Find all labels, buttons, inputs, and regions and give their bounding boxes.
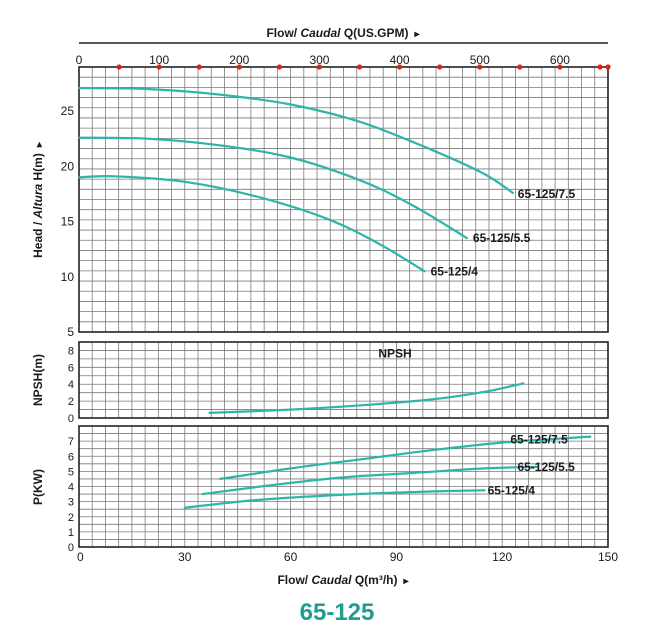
- head-series-line-0: [77, 86, 514, 194]
- top-axis-marker: [477, 64, 483, 70]
- bottom-xtick-label: 60: [284, 550, 298, 564]
- power-ytick-label: 2: [68, 512, 74, 524]
- power-ytick-label: 0: [68, 542, 74, 554]
- text-layer: 65-125/7.5 65-125/5.5 65-125/4 NPSH 65-125/7…: [31, 26, 618, 626]
- top-axis-marker: [316, 64, 323, 70]
- power-series-label-1: 65-125/5.5: [517, 460, 575, 474]
- npsh-series-line-0: [208, 382, 525, 414]
- top-xtick-label: 100: [149, 53, 169, 67]
- head-axis-title: Head / Altura H(m) ▸: [31, 141, 45, 258]
- top-axis-marker: [276, 64, 282, 70]
- top-axis-marker: [605, 64, 611, 70]
- npsh-axis-title: NPSH(m): [31, 354, 45, 406]
- head-series-label-2: 65-125/4: [431, 264, 479, 278]
- bottom-axis-title: Flow/ Caudal Q(m³/h) ▸: [277, 573, 409, 587]
- top-axis-marker: [517, 64, 523, 70]
- bottom-xtick-label: 30: [178, 550, 192, 564]
- head-axis-title-prefix: Head /: [31, 219, 45, 258]
- head-axis-title-arrow-icon: ▸: [34, 141, 45, 148]
- head-ytick-label: 25: [61, 104, 75, 118]
- top-axis-marker: [236, 64, 242, 70]
- top-axis-title-suffix: Q(US.GPM): [340, 26, 408, 40]
- npsh-ytick-label: 2: [68, 396, 74, 408]
- top-axis-marker: [397, 64, 403, 70]
- head-series-line-2: [77, 175, 426, 273]
- top-xtick-label: 0: [76, 53, 83, 67]
- top-xtick-label: 300: [309, 53, 329, 67]
- bottom-xtick-label: 120: [492, 550, 512, 564]
- top-xtick-label: 600: [550, 53, 570, 67]
- top-axis-marker: [557, 64, 563, 70]
- npsh-ytick-label: 0: [68, 413, 74, 425]
- npsh-series-label-0: NPSH: [378, 346, 411, 360]
- head-axis-title-italic: Altura: [31, 184, 45, 220]
- top-axis-marker: [156, 64, 162, 70]
- bottom-axis-title-suffix: Q(m³/h): [351, 573, 397, 587]
- power-ytick-label: 4: [68, 482, 74, 494]
- head-panel-frame: [78, 66, 609, 333]
- head-series-line-1: [77, 136, 468, 240]
- page-title: 65-125: [300, 599, 375, 626]
- power-ytick-label: 6: [68, 451, 74, 463]
- power-ytick-label: 3: [68, 497, 74, 509]
- top-axis-title: Flow/ Caudal Q(US.GPM) ▸: [266, 26, 420, 40]
- head-ytick-label: 5: [67, 325, 74, 339]
- npsh-ytick-label: 6: [68, 362, 74, 374]
- bottom-axis-title-prefix: Flow/: [277, 573, 311, 587]
- top-xtick-label: 200: [229, 53, 249, 67]
- npsh-panel-frame: [78, 341, 609, 419]
- npsh-ytick-label: 4: [68, 379, 74, 391]
- power-series-line-0: [219, 435, 592, 480]
- power-series-line-2: [183, 489, 486, 509]
- top-axis-title-prefix: Flow/: [266, 26, 300, 40]
- bottom-xtick-label: 150: [598, 550, 618, 564]
- bottom-xtick-label: 0: [77, 550, 84, 564]
- power-ytick-label: 7: [68, 436, 74, 448]
- power-panel-frame: [78, 425, 609, 548]
- power-ytick-label: 1: [68, 527, 74, 539]
- power-ytick-label: 5: [68, 466, 74, 478]
- head-ytick-label: 10: [61, 270, 75, 284]
- bottom-axis-title-italic: Caudal: [311, 573, 352, 587]
- bottom-axis-title-arrow-icon: ▸: [402, 576, 409, 587]
- curves-layer: [77, 64, 611, 509]
- power-axis-title: P(KW): [31, 469, 45, 505]
- head-series-label-0: 65-125/7.5: [518, 187, 576, 201]
- top-xtick-label: 500: [470, 53, 490, 67]
- power-series-label-2: 65-125/4: [488, 483, 536, 497]
- head-ytick-label: 15: [61, 215, 75, 229]
- grid-layer: [78, 42, 609, 548]
- power-series-label-0: 65-125/7.5: [510, 433, 568, 447]
- top-axis-title-italic: Caudal: [300, 26, 341, 40]
- top-axis-marker: [196, 64, 202, 70]
- head-series-label-1: 65-125/5.5: [473, 231, 531, 245]
- top-axis-title-arrow-icon: ▸: [413, 29, 420, 40]
- npsh-ytick-label: 8: [68, 345, 74, 357]
- top-axis-marker: [116, 64, 122, 70]
- top-xtick-label: 400: [390, 53, 410, 67]
- top-axis-marker: [597, 64, 603, 70]
- head-ytick-label: 20: [61, 159, 75, 173]
- head-axis-title-suffix: H(m): [31, 153, 45, 184]
- bottom-xtick-label: 90: [390, 550, 404, 564]
- top-axis-marker: [356, 64, 363, 70]
- power-series-line-1: [201, 465, 539, 496]
- top-axis-marker: [437, 64, 443, 70]
